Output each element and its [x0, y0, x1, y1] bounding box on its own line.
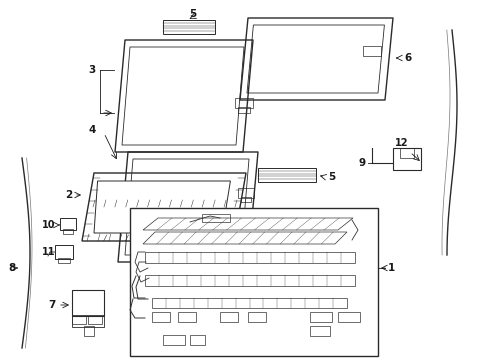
Bar [60, 218, 76, 230]
Bar [72, 290, 104, 316]
Bar [399, 148, 413, 158]
Bar [190, 335, 204, 345]
Bar [130, 208, 377, 356]
Bar [392, 148, 420, 170]
Bar [241, 197, 250, 202]
Bar [362, 46, 380, 56]
Text: 8: 8 [8, 263, 15, 273]
Text: 7: 7 [48, 300, 56, 310]
Bar [235, 98, 252, 108]
Bar [337, 312, 359, 322]
Bar [63, 229, 73, 234]
Text: 2: 2 [64, 190, 72, 200]
Bar [72, 316, 86, 324]
Text: 6: 6 [403, 53, 410, 63]
Bar [152, 312, 170, 322]
Text: 11: 11 [41, 247, 55, 257]
Bar [258, 168, 315, 182]
Bar [72, 315, 104, 327]
Bar [220, 312, 238, 322]
Text: 5: 5 [189, 9, 196, 19]
Bar [84, 326, 94, 336]
Bar [178, 312, 196, 322]
Bar [55, 245, 73, 259]
Bar [58, 258, 70, 263]
Bar [309, 326, 329, 336]
Bar [163, 335, 184, 345]
Bar [163, 20, 215, 34]
Text: 12: 12 [394, 138, 407, 148]
Text: 4: 4 [88, 125, 96, 135]
Polygon shape [94, 181, 230, 233]
Bar [238, 107, 249, 113]
Bar [88, 316, 102, 324]
Text: 5: 5 [327, 172, 335, 182]
Bar [247, 312, 265, 322]
Bar [309, 312, 331, 322]
Text: 9: 9 [358, 158, 365, 168]
Bar [238, 188, 253, 198]
Bar [202, 214, 229, 222]
Text: 3: 3 [88, 65, 96, 75]
Text: 1: 1 [387, 263, 394, 273]
Text: 10: 10 [41, 220, 55, 230]
